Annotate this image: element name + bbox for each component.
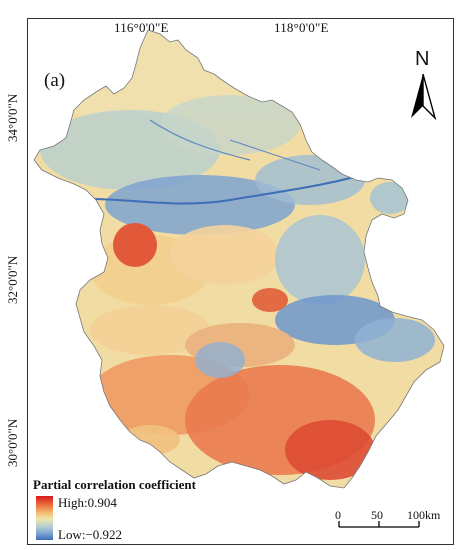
panel-label: (a) bbox=[44, 70, 66, 91]
scale-tick-50: 50 bbox=[371, 508, 383, 522]
scale-tick-100km: 100km bbox=[407, 508, 441, 522]
north-arrow-icon: N bbox=[406, 48, 440, 124]
legend-title: Partial correlation coefficient bbox=[33, 477, 196, 492]
legend-color-ramp bbox=[36, 496, 53, 540]
scale-tick-0: 0 bbox=[335, 508, 341, 522]
north-label: N bbox=[415, 48, 430, 70]
lon-label-116: 116°0'0"E bbox=[114, 20, 169, 35]
legend-low-label: Low:−0.922 bbox=[58, 527, 123, 542]
legend-high-label: High:0.904 bbox=[58, 495, 117, 510]
province-boundary bbox=[33, 29, 445, 489]
correlation-raster bbox=[34, 30, 444, 488]
lon-label-118: 118°0'0"E bbox=[274, 20, 329, 35]
scale-bar bbox=[338, 521, 420, 528]
